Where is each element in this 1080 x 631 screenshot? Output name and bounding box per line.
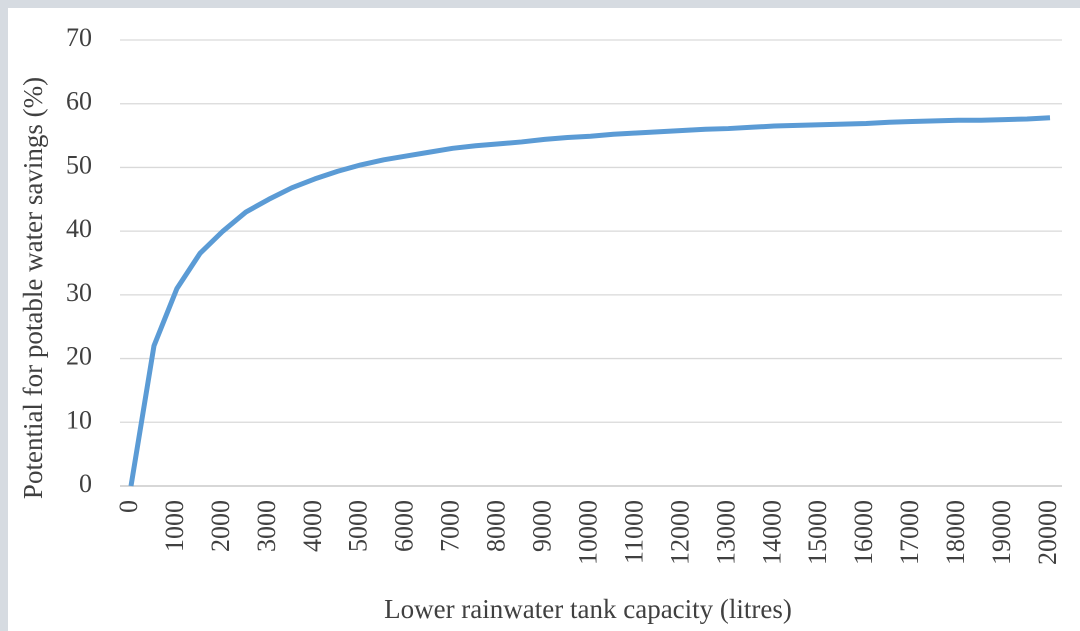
x-tick-label: 14000 <box>757 500 786 565</box>
x-tick-label: 3000 <box>252 500 281 552</box>
x-tick-label: 17000 <box>895 500 924 565</box>
x-tick-label: 20000 <box>1033 500 1062 565</box>
x-tick-label: 12000 <box>665 500 694 565</box>
x-tick-label: 5000 <box>344 500 373 552</box>
y-tick-label: 20 <box>66 342 92 371</box>
y-tick-label: 0 <box>79 469 92 498</box>
data-line <box>128 115 1051 487</box>
y-tick-label: 30 <box>66 278 92 307</box>
x-tick-label: 15000 <box>803 500 832 565</box>
x-tick-label: 8000 <box>482 500 511 552</box>
x-tick-label: 0 <box>114 500 143 513</box>
x-tick-label: 1000 <box>160 500 189 552</box>
y-tick-label: 60 <box>66 87 92 116</box>
y-tick-label: 70 <box>66 23 92 52</box>
y-tick-label: 10 <box>66 405 92 434</box>
x-tick-label: 13000 <box>711 500 740 565</box>
y-tick-label: 50 <box>66 150 92 179</box>
x-tick-label: 10000 <box>573 500 602 565</box>
chart-panel <box>8 8 1080 631</box>
x-tick-label: 6000 <box>390 500 419 552</box>
x-tick-label: 16000 <box>849 500 878 565</box>
y-axis-title: Potential for potable water savings (%) <box>18 77 48 499</box>
x-tick-label: 11000 <box>619 500 648 564</box>
x-tick-label: 4000 <box>298 500 327 552</box>
y-tick-label: 40 <box>66 214 92 243</box>
x-tick-label: 19000 <box>987 500 1016 565</box>
x-tick-label: 7000 <box>436 500 465 552</box>
x-tick-label: 2000 <box>206 500 235 552</box>
x-axis-title: Lower rainwater tank capacity (litres) <box>384 594 792 624</box>
x-tick-label: 18000 <box>941 500 970 565</box>
x-tick-label: 9000 <box>528 500 557 552</box>
